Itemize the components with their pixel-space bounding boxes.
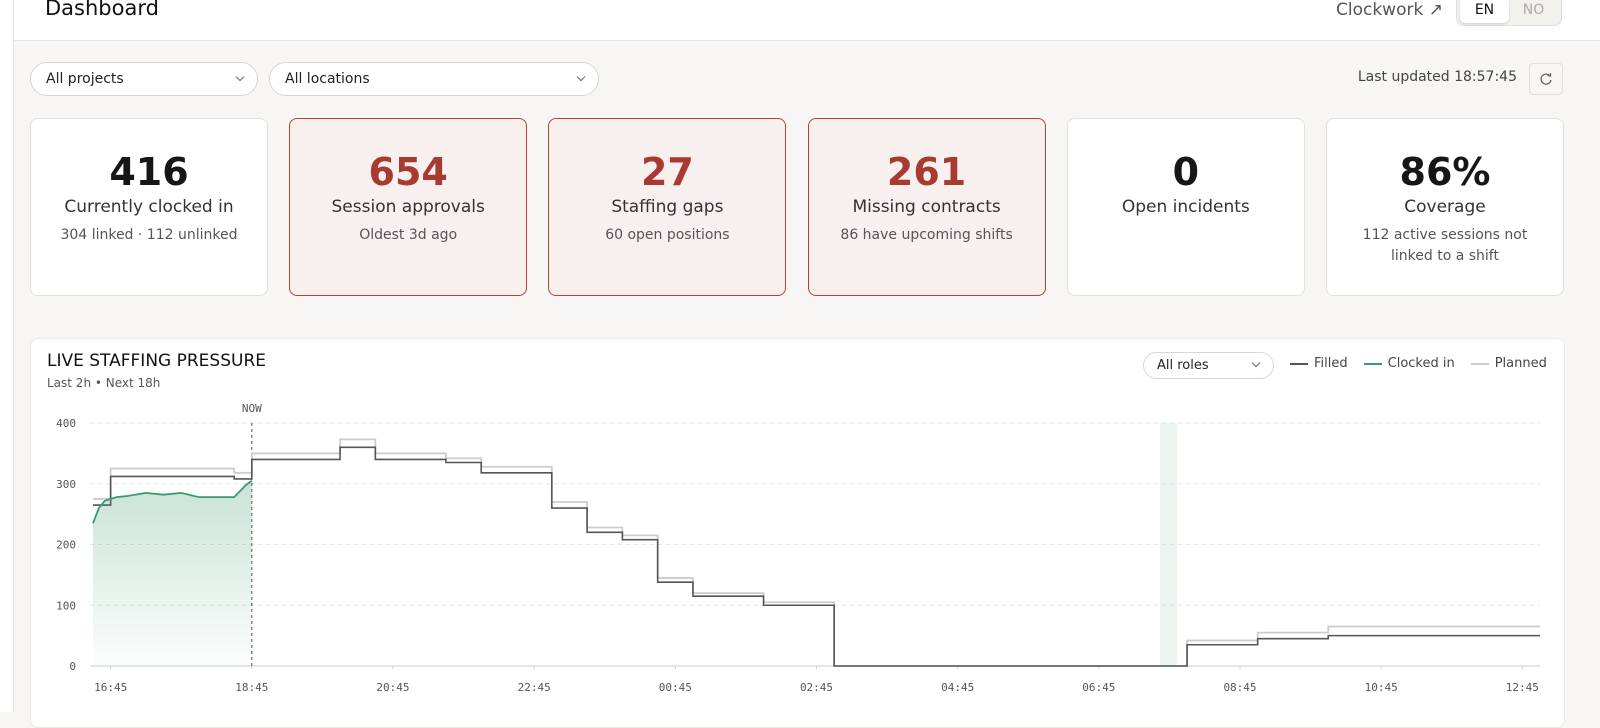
kpi-detail: 86 have upcoming shifts bbox=[840, 227, 1013, 243]
x-tick-label: 22:45 bbox=[518, 681, 551, 694]
legend-item: Planned bbox=[1470, 356, 1547, 371]
kpi-detail: 112 active sessions not linked to a shif… bbox=[1362, 227, 1528, 264]
kpi-label: Session approvals bbox=[331, 197, 485, 217]
kpi-label: Staffing gaps bbox=[611, 197, 724, 217]
x-tick-label: 00:45 bbox=[659, 681, 692, 694]
kpi-card: 654 Session approvals Oldest 3d ago bbox=[289, 118, 528, 296]
x-tick-label: 20:45 bbox=[376, 681, 409, 694]
series-line bbox=[93, 446, 1540, 667]
kpi-label: Coverage bbox=[1404, 197, 1486, 217]
legend-label: Planned bbox=[1494, 356, 1547, 371]
kpi-value: 654 bbox=[368, 150, 448, 194]
kpi-detail: 304 linked · 112 unlinked bbox=[60, 227, 238, 243]
x-tick-label: 04:45 bbox=[941, 681, 974, 694]
y-tick-label: 100 bbox=[56, 599, 76, 612]
refresh-icon bbox=[1540, 73, 1552, 85]
series-line bbox=[92, 479, 253, 524]
kpi-label: Currently clocked in bbox=[64, 197, 234, 217]
chart-subtitle: Last 2h • Next 18h bbox=[47, 376, 161, 390]
chart-title: LIVE STAFFING PRESSURE bbox=[47, 351, 266, 371]
legend-label: Filled bbox=[1314, 356, 1348, 371]
kpi-label: Open incidents bbox=[1121, 197, 1250, 217]
y-tick-label: 0 bbox=[69, 660, 76, 673]
now-label: NOW bbox=[242, 402, 262, 415]
language-option[interactable]: NO bbox=[1522, 2, 1545, 18]
language-toggle: EN NO bbox=[1456, 0, 1562, 26]
kpi-card: 27 Staffing gaps 60 open positions bbox=[548, 118, 787, 296]
refresh-button[interactable] bbox=[1529, 63, 1563, 95]
legend-item: Filled bbox=[1290, 356, 1348, 371]
location-filter[interactable]: All locations bbox=[269, 62, 599, 96]
x-tick-label: 16:45 bbox=[94, 681, 127, 694]
chart-panel bbox=[30, 338, 1565, 728]
x-tick-label: 06:45 bbox=[1082, 681, 1115, 694]
kpi-value: 416 bbox=[109, 150, 189, 194]
kpi-value: 261 bbox=[886, 150, 967, 194]
kpi-detail: Oldest 3d ago bbox=[359, 227, 458, 243]
legend-swatch bbox=[1290, 362, 1308, 365]
y-tick-label: 200 bbox=[56, 539, 76, 552]
dashboard: Dashboard Clockwork ↗ EN NO All projects… bbox=[0, 0, 1600, 712]
legend-swatch bbox=[1363, 362, 1382, 365]
sidebar bbox=[0, 0, 14, 712]
last-updated: Last updated 18:57:45 bbox=[1357, 69, 1517, 85]
legend-label: Clocked in bbox=[1387, 356, 1455, 371]
x-tick-label: 02:45 bbox=[800, 681, 833, 694]
series-line bbox=[93, 438, 1540, 667]
kpi-card: 416 Currently clocked in 304 linked · 112 … bbox=[30, 118, 268, 296]
y-tick-label: 400 bbox=[56, 417, 76, 430]
kpi-value: 86% bbox=[1399, 150, 1491, 194]
y-tick-label: 300 bbox=[56, 478, 76, 491]
x-tick-label: 10:45 bbox=[1365, 681, 1398, 694]
legend-swatch bbox=[1470, 362, 1489, 365]
area bbox=[93, 480, 252, 666]
role-filter[interactable]: All roles bbox=[1143, 352, 1274, 379]
chart: 0 100 200 300 400 16:45 18:45 20:45 22:45 00:45 02… bbox=[56, 402, 1540, 694]
language-option[interactable]: EN bbox=[1460, 0, 1509, 23]
kpi-value: 0 bbox=[1172, 150, 1200, 194]
external-link[interactable]: Clockwork ↗ bbox=[1336, 0, 1443, 20]
page-title: Dashboard bbox=[45, 0, 159, 20]
legend: Filled Clocked in Planned bbox=[1290, 356, 1547, 371]
kpi-card: 261 Missing contracts 86 have upcoming shi… bbox=[807, 118, 1046, 296]
x-tick-label: 18:45 bbox=[235, 681, 268, 694]
kpi-label: Missing contracts bbox=[852, 197, 1001, 217]
page: Dashboard {"header": {"title": "Dashboar… bbox=[0, 0, 1600, 712]
kpi-detail: 60 open positions bbox=[605, 227, 730, 243]
top-bar bbox=[14, 0, 1600, 41]
kpi-card: 86% Coverage 112 active sessions not linke… bbox=[1326, 118, 1564, 296]
x-tick-label: 12:45 bbox=[1506, 681, 1539, 694]
legend-item: Clocked in bbox=[1363, 356, 1455, 371]
x-tick-label: 08:45 bbox=[1223, 681, 1256, 694]
kpi-value: 27 bbox=[640, 150, 694, 194]
project-filter[interactable]: All projects bbox=[30, 62, 258, 96]
kpi-card: 0 Open incidents bbox=[1066, 118, 1305, 296]
